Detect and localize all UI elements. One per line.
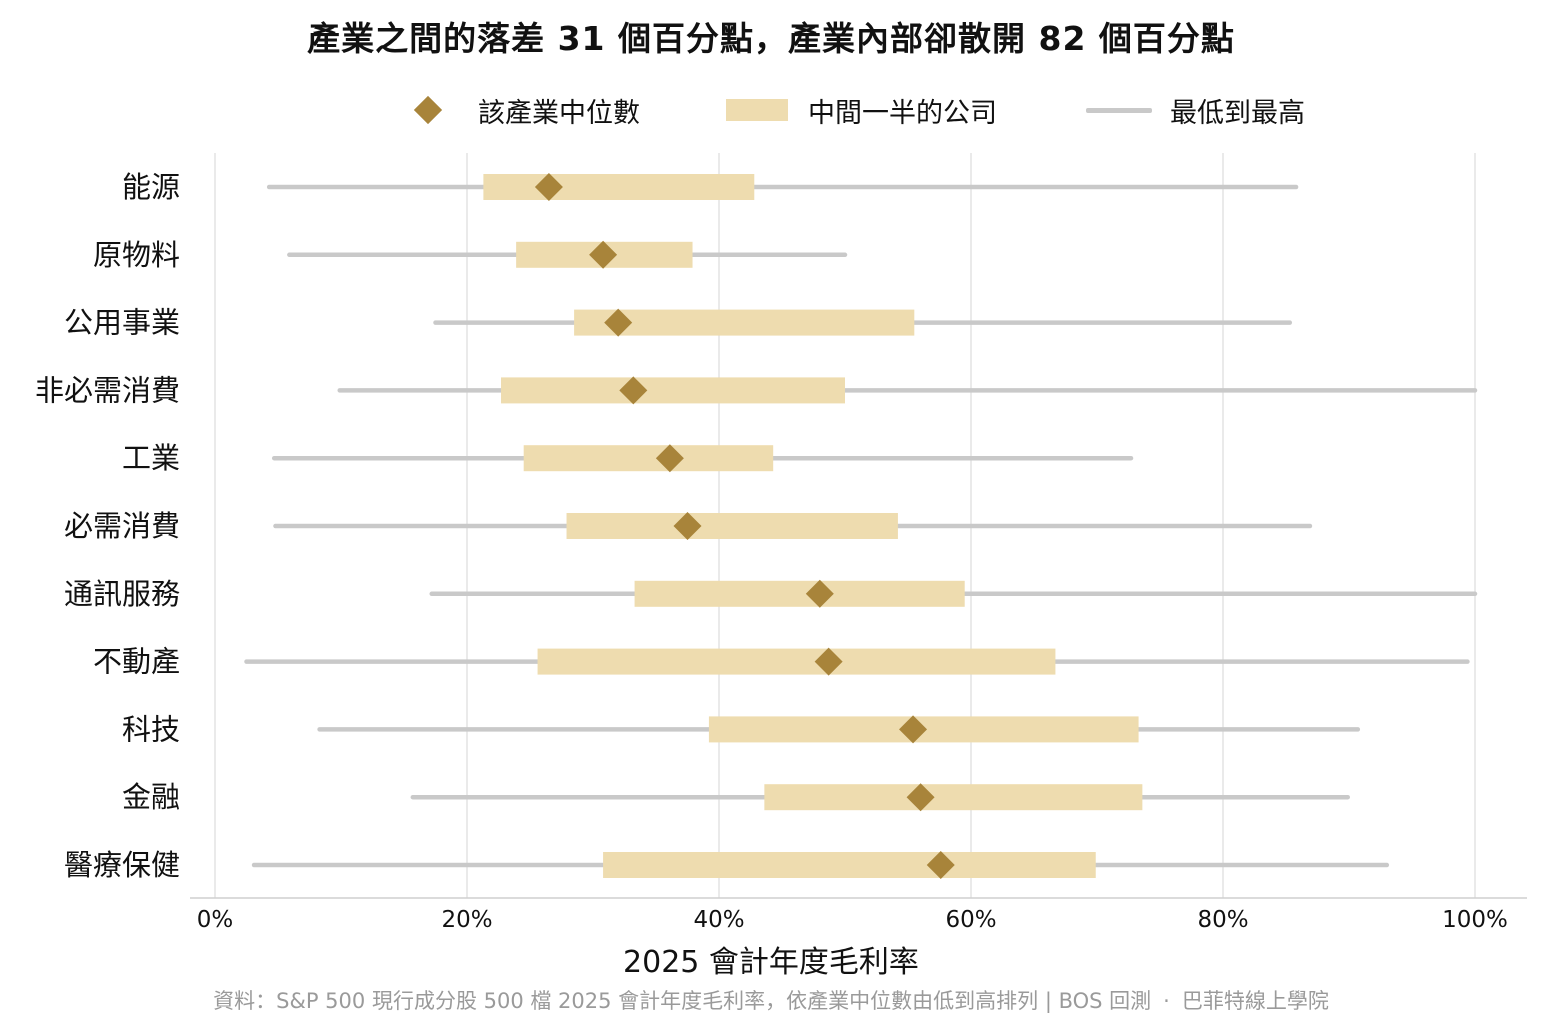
- x-tick-label-4: 80%: [1197, 907, 1248, 933]
- source-note: 資料：S&P 500 現行成分股 500 檔 2025 會計年度毛利率，依產業中…: [0, 985, 1542, 1015]
- median-marker-0: [534, 173, 563, 201]
- category-label-9: 金融: [122, 780, 180, 814]
- legend-median-label: 該產業中位數: [478, 97, 640, 129]
- iqr-bar-0: [483, 174, 755, 200]
- median-marker-2: [604, 308, 633, 337]
- x-tick-label-5: 100%: [1442, 907, 1508, 933]
- legend-range-swatch: [1086, 107, 1152, 113]
- category-label-0: 能源: [122, 170, 180, 204]
- median-marker-7: [814, 647, 843, 676]
- iqr-bar-5: [566, 513, 898, 539]
- median-marker-1: [589, 240, 618, 269]
- category-label-8: 科技: [122, 712, 180, 746]
- median-marker-9: [906, 783, 935, 812]
- legend-iqr-label: 中間一半的公司: [808, 97, 997, 129]
- median-marker-5: [673, 512, 702, 540]
- source-text: 資料：S&P 500 現行成分股 500 檔 2025 會計年度毛利率，依產業中…: [213, 989, 1152, 1013]
- iqr-bar-7: [537, 648, 1056, 675]
- legend-range-label: 最低到最高: [1170, 97, 1305, 129]
- brand-separator: ·: [1163, 989, 1170, 1013]
- legend-item-range: 最低到最高: [1086, 88, 1305, 132]
- category-label-6: 通訊服務: [64, 577, 180, 611]
- iqr-bar-10: [603, 852, 1096, 878]
- legend-item-median: 該產業中位數: [410, 88, 640, 132]
- category-label-3: 非必需消費: [35, 373, 180, 407]
- iqr-bar-3: [501, 377, 845, 404]
- category-label-2: 公用事業: [64, 306, 180, 340]
- median-marker-8: [899, 715, 928, 744]
- median-marker-3: [619, 376, 648, 405]
- median-marker-4: [655, 444, 684, 473]
- brand-name: 巴菲特線上學院: [1181, 989, 1329, 1013]
- category-label-7: 不動產: [93, 645, 180, 679]
- category-label-1: 原物料: [93, 238, 180, 272]
- x-tick-label-1: 20%: [441, 907, 492, 933]
- category-label-5: 必需消費: [64, 509, 180, 543]
- legend-item-iqr: 中間一半的公司: [726, 88, 997, 132]
- iqr-bar-9: [764, 784, 1143, 811]
- iqr-bar-4: [523, 445, 774, 472]
- category-label-10: 醫療保健: [64, 848, 180, 882]
- median-marker-6: [805, 579, 834, 608]
- x-axis-label: 2025 會計年度毛利率: [623, 945, 919, 980]
- iqr-bar-6: [634, 580, 965, 607]
- chart-title: 產業之間的落差 31 個百分點，產業內部卻散開 82 個百分點: [307, 19, 1235, 58]
- x-tick-label-3: 60%: [945, 907, 996, 933]
- chart-legend: 該產業中位數 中間一半的公司 最低到最高: [0, 88, 1542, 132]
- median-marker-10: [926, 851, 955, 879]
- category-label-4: 工業: [122, 441, 180, 475]
- x-tick-label-0: 0%: [197, 907, 234, 933]
- legend-iqr-swatch: [726, 99, 788, 121]
- x-tick-label-2: 40%: [693, 907, 744, 933]
